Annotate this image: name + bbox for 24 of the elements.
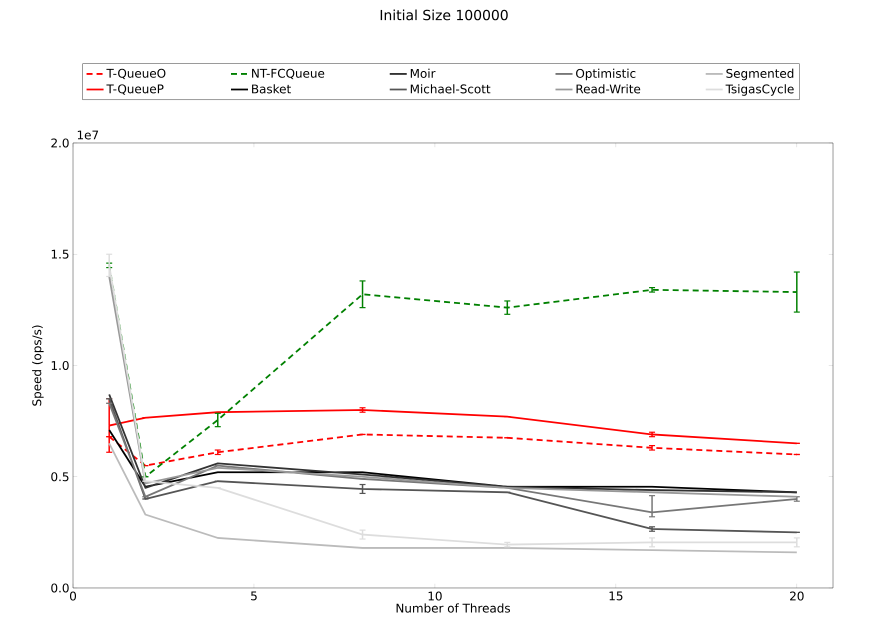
legend-label: NT-FCQueue (252, 68, 324, 80)
y-tick-label: 0.0 (51, 583, 69, 593)
legend-label: Segmented (726, 68, 794, 80)
x-axis-title: Number of Threads (396, 603, 510, 613)
chart-title: Initial Size 100000 (380, 10, 508, 20)
legend-label: T-QueueO (106, 68, 166, 80)
text: 1e7 (78, 130, 98, 140)
x-tick-label: 15 (610, 592, 622, 600)
legend-label: Basket (252, 84, 291, 94)
y-tick-label: 1.0 (52, 360, 69, 370)
legend-label: Moir (410, 68, 436, 78)
legend-label: Optimistic (576, 68, 636, 80)
y-axis-title: Speed (ops/s) (32, 326, 44, 406)
x-tick-label: 10 (428, 592, 442, 601)
y-tick-label: 2.0 (51, 138, 69, 148)
legend-label: TsigasCycle (726, 84, 794, 96)
y-tick-label: 0.5 (51, 472, 68, 482)
legend-label: T-QueueP (106, 84, 164, 95)
legend-label: Read-Write (576, 84, 640, 94)
x-tick-label: 5 (251, 592, 257, 600)
x-tick-label: 20 (790, 592, 804, 601)
y-tick-label: 1.5 (52, 250, 68, 259)
legend-label: Michael-Scott (410, 84, 490, 94)
x-tick-label: 0 (70, 592, 76, 601)
